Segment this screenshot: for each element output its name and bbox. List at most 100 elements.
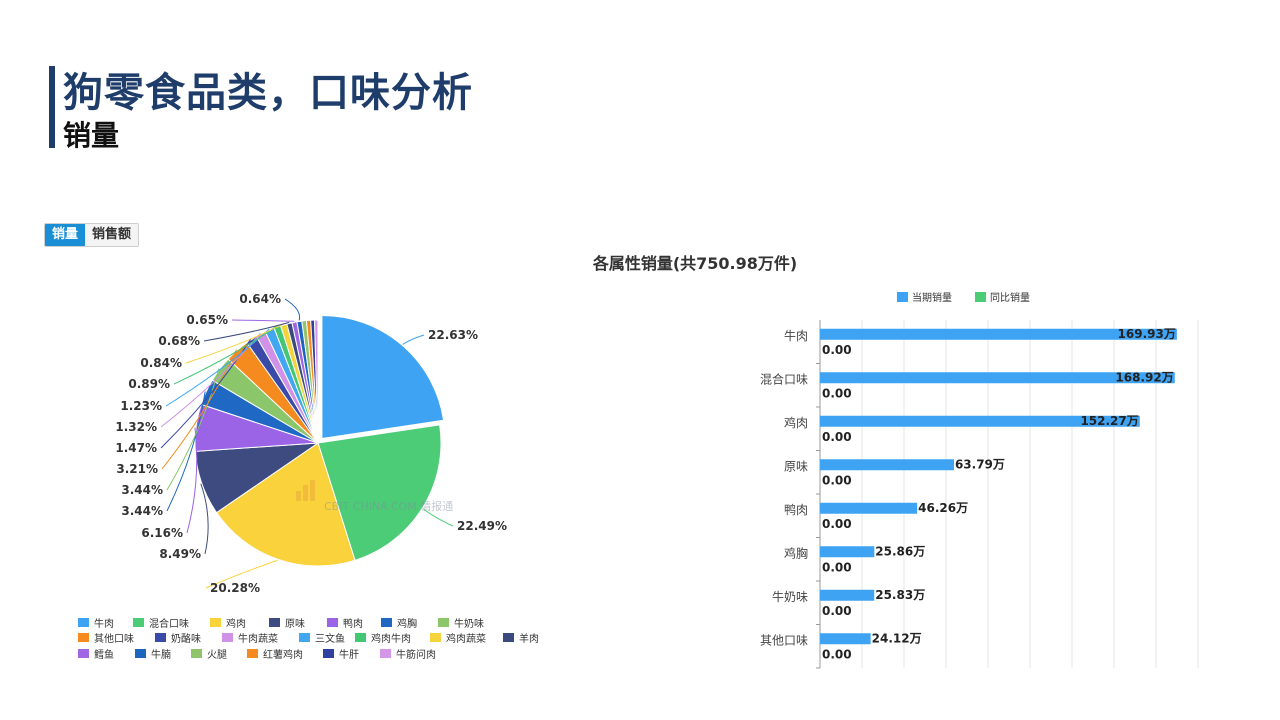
legend-label: 牛奶味 — [454, 617, 484, 630]
toggle-sales-volume[interactable]: 销量 — [45, 224, 86, 246]
toggle-sales-amount[interactable]: 销售额 — [85, 224, 139, 246]
watermark-bar — [303, 485, 308, 501]
legend-label: 牛肝 — [339, 648, 359, 661]
legend-label: 鸡肉蔬菜 — [446, 632, 486, 645]
legend-swatch — [78, 649, 89, 658]
bar-current — [820, 502, 918, 514]
pie-leader-line — [161, 349, 237, 470]
legend-item[interactable]: 鸭肉 — [327, 617, 363, 630]
pie-data-label: 0.84% — [140, 356, 182, 370]
pie-data-label: 1.32% — [115, 420, 157, 434]
pie-slice — [314, 319, 319, 444]
bar-legend-item[interactable]: 同比销量 — [975, 291, 1030, 304]
metric-toggle: 销量 销售额 — [44, 223, 140, 247]
category-label: 鸡胸 — [784, 545, 808, 560]
bar-legend-item[interactable]: 当期销量 — [897, 291, 952, 304]
bar-value-label: 25.86万 — [875, 544, 925, 558]
pie-data-label: 6.16% — [141, 526, 183, 540]
category-label: 鸡肉 — [784, 415, 808, 430]
page-subtitle: 销量 — [63, 119, 120, 152]
pie-chart: CBIT CHINA.COM 情报通 22.63% 22.49% 20.28% 8.49… — [115, 292, 507, 595]
bar-value-label: 46.26万 — [918, 501, 968, 515]
bar-yoy-label: 0.00 — [822, 386, 852, 400]
legend-item[interactable]: 其他口味 — [78, 632, 134, 645]
legend-swatch — [323, 649, 334, 658]
legend-label: 混合口味 — [149, 617, 189, 630]
legend-swatch — [430, 633, 441, 642]
bar-value-label: 152.27万 — [1080, 414, 1138, 428]
legend-item[interactable]: 原味 — [269, 618, 305, 630]
legend-item[interactable]: 鸡肉 — [210, 617, 246, 630]
legend-item[interactable]: 鸡肉蔬菜 — [430, 632, 486, 645]
legend-swatch — [438, 618, 449, 627]
bar-current — [820, 459, 954, 471]
pie-leader-line — [231, 319, 295, 322]
title-accent-bar — [49, 66, 55, 148]
page-title: 狗零食品类，口味分析 — [63, 70, 473, 116]
pie-data-label: 0.65% — [186, 313, 228, 327]
pie-leader-line — [422, 508, 454, 527]
pie-leader-line — [173, 325, 278, 385]
legend-swatch — [191, 649, 202, 658]
legend-label: 鸭肉 — [343, 617, 363, 630]
bar-yoy-label: 0.00 — [822, 430, 852, 444]
bar-legend-label: 同比销量 — [990, 291, 1030, 304]
chart-title: 各属性销量(共750.98万件) — [592, 254, 798, 273]
legend-item[interactable]: 牛奶味 — [438, 617, 484, 630]
legend-label: 红薯鸡肉 — [263, 648, 303, 661]
pie-data-label: 20.28% — [210, 581, 260, 595]
legend-item[interactable]: 羊肉 — [503, 632, 539, 645]
legend-swatch — [299, 633, 310, 642]
legend-item[interactable]: 鸡肉牛肉 — [355, 632, 411, 645]
legend-item[interactable]: 牛肉蔬菜 — [222, 632, 278, 645]
bar-yoy-label: 0.00 — [822, 517, 852, 531]
legend-swatch — [155, 633, 166, 642]
bar-yoy-label: 0.00 — [822, 604, 852, 618]
legend-swatch — [135, 649, 146, 658]
legend-swatch — [503, 633, 514, 642]
pie-data-label: 22.63% — [428, 328, 478, 342]
legend-label: 羊肉 — [519, 632, 539, 645]
legend-item[interactable]: 三文鱼 — [299, 632, 345, 645]
pie-data-label: 0.68% — [158, 334, 200, 348]
category-label: 其他口味 — [760, 633, 808, 647]
legend-label: 鸡肉 — [226, 617, 246, 630]
bar-legend-swatch — [897, 292, 908, 302]
legend-item[interactable]: 牛腩 — [135, 648, 171, 661]
legend-label: 牛肉 — [94, 617, 114, 630]
pie-slice — [215, 442, 356, 567]
legend-item[interactable]: 牛肉 — [78, 617, 114, 630]
legend-label: 牛肉蔬菜 — [238, 632, 278, 645]
pie-data-label: 1.47% — [115, 441, 157, 455]
pie-leader-line — [200, 483, 209, 555]
pie-leader-line — [160, 332, 261, 428]
pie-leader-line — [284, 298, 301, 321]
pie-data-label: 22.49% — [457, 519, 507, 533]
legend-item[interactable]: 奶酪味 — [155, 632, 201, 645]
pie-data-label: 3.44% — [121, 504, 163, 518]
legend-label: 鸡胸 — [397, 617, 417, 630]
legend-swatch — [355, 633, 366, 642]
legend-item[interactable]: 牛肝 — [323, 648, 359, 661]
legend-label: 其他口味 — [94, 632, 134, 645]
legend-item[interactable]: 红薯鸡肉 — [247, 648, 303, 661]
legend-swatch — [269, 618, 280, 627]
bar-yoy-label: 0.00 — [822, 560, 852, 574]
legend-item[interactable]: 混合口味 — [133, 617, 189, 630]
pie-leader-line — [402, 334, 425, 345]
legend-item[interactable]: 牛筋问肉 — [380, 648, 436, 661]
legend-swatch — [222, 633, 233, 642]
legend-item[interactable]: 鳕鱼 — [78, 648, 114, 661]
pie-data-label: 1.23% — [120, 399, 162, 413]
bar-legend-swatch — [975, 292, 986, 302]
legend-label: 鸡肉牛肉 — [371, 632, 411, 645]
bar-yoy-label: 0.00 — [822, 647, 852, 661]
legend-item[interactable]: 鸡胸 — [381, 617, 417, 630]
pie-leader-line — [186, 427, 198, 534]
legend-item[interactable]: 火腿 — [191, 649, 227, 661]
pie-leader-line — [166, 368, 220, 491]
bar-value-label: 169.93万 — [1118, 327, 1176, 341]
legend-label: 牛腩 — [151, 648, 171, 661]
